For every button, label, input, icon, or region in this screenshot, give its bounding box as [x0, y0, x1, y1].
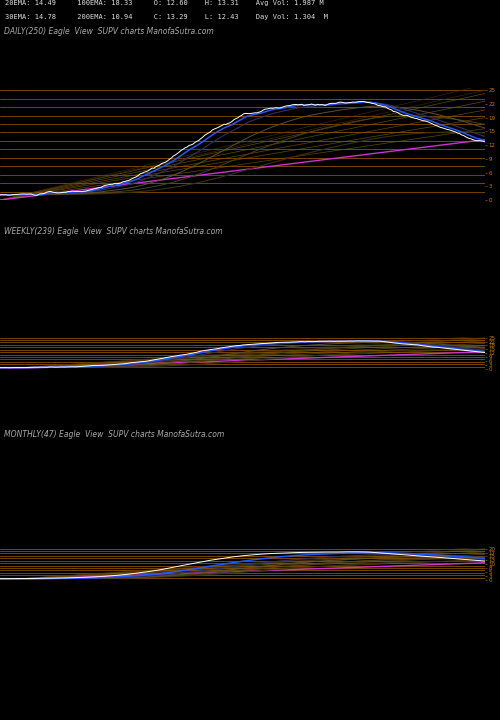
Text: WEEKLY(239) Eagle  View  SUPV charts ManofaSutra.com: WEEKLY(239) Eagle View SUPV charts Manof… — [4, 228, 222, 236]
Text: 20EMA: 14.49     100EMA: 18.33     O: 12.60    H: 13.31    Avg Vol: 1.987 M: 20EMA: 14.49 100EMA: 18.33 O: 12.60 H: 1… — [5, 0, 324, 6]
Text: MONTHLY(47) Eagle  View  SUPV charts ManofaSutra.com: MONTHLY(47) Eagle View SUPV charts Manof… — [4, 430, 224, 438]
Text: 30EMA: 14.78     200EMA: 10.94     C: 13.29    L: 12.43    Day Vol: 1.304  M: 30EMA: 14.78 200EMA: 10.94 C: 13.29 L: 1… — [5, 14, 328, 20]
Text: DAILY(250) Eagle  View  SUPV charts ManofaSutra.com: DAILY(250) Eagle View SUPV charts Manofa… — [4, 27, 213, 35]
